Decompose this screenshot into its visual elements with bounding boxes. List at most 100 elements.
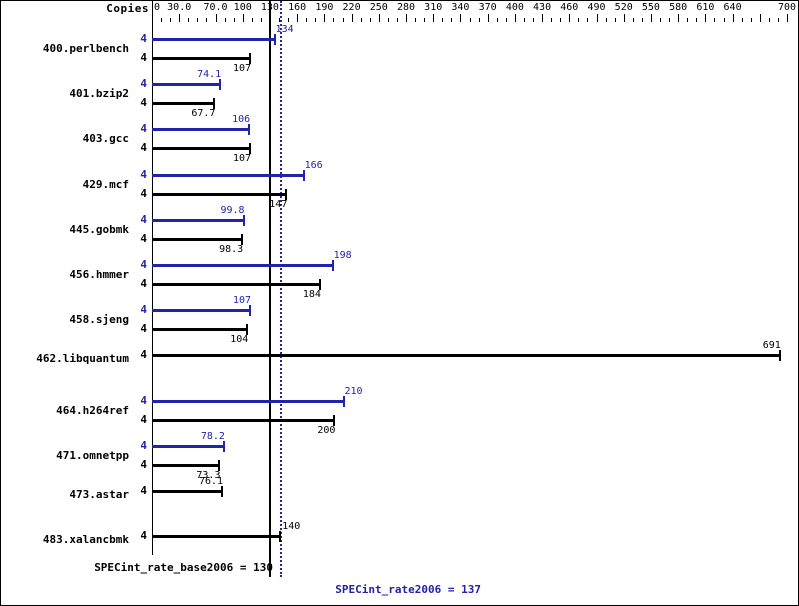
axis-tick-label: 490 bbox=[587, 2, 606, 13]
axis-tick-minor bbox=[578, 18, 580, 22]
axis-tick-label: 700 bbox=[777, 2, 797, 13]
axis-tick-label: 580 bbox=[669, 2, 688, 13]
bar-end-cap-peak bbox=[273, 34, 276, 45]
bar-end-cap-peak bbox=[331, 260, 334, 271]
axis-tick-label: 160 bbox=[288, 2, 307, 13]
bar-end-cap-peak bbox=[249, 305, 252, 317]
bar-end-cap-base bbox=[778, 350, 781, 362]
plot-area: 400.perlbench 4 134 4 107 401.bzip2 4 74.1 4 67.7… bbox=[1, 1, 798, 577]
axis-tick-label: 190 bbox=[315, 2, 334, 13]
benchmark-label: 473.astar bbox=[69, 488, 129, 501]
axis-tick-minor bbox=[696, 18, 698, 22]
axis-tick-major bbox=[406, 14, 407, 22]
bar-end-cap-peak bbox=[219, 79, 222, 91]
bar-end-cap-base bbox=[249, 53, 252, 64]
axis-tick-minor bbox=[469, 18, 471, 22]
axis-tick-label: 610 bbox=[696, 2, 715, 13]
bar-end-cap-base bbox=[241, 233, 244, 245]
axis-tick-minor bbox=[161, 18, 163, 22]
bar-end-cap-base bbox=[246, 324, 249, 336]
bar-value-label-peak: 134 bbox=[275, 24, 294, 35]
plot-origin-line bbox=[152, 23, 153, 555]
bar-base bbox=[152, 147, 250, 151]
axis-tick-minor bbox=[197, 18, 199, 22]
axis-tick-minor bbox=[387, 18, 389, 22]
axis-tick-major bbox=[542, 14, 544, 22]
bar-value-label-base: 147 bbox=[269, 198, 288, 210]
bar-base bbox=[152, 283, 319, 286]
bar-end-cap-peak bbox=[342, 395, 345, 407]
axis-tick-minor bbox=[315, 18, 317, 22]
bar-base bbox=[152, 237, 242, 241]
bar-end-cap-base bbox=[221, 486, 224, 497]
axis-tick-minor bbox=[560, 18, 562, 22]
bar-peak bbox=[152, 444, 223, 448]
axis-tick-minor bbox=[587, 18, 589, 22]
axis-tick-major bbox=[623, 14, 625, 22]
axis-tick-minor bbox=[768, 18, 770, 22]
axis-tick-major bbox=[297, 14, 299, 22]
axis-tick-minor bbox=[451, 18, 453, 22]
axis-tick-minor bbox=[260, 18, 262, 22]
axis-tick-minor bbox=[396, 18, 398, 22]
bar-peak bbox=[152, 128, 249, 132]
axis-tick-major bbox=[433, 14, 435, 22]
bar-base bbox=[152, 57, 250, 60]
copies-value-base: 4 bbox=[140, 348, 147, 362]
copies-value-base: 4 bbox=[140, 412, 147, 426]
axis-tick-minor bbox=[306, 18, 308, 22]
copies-value-peak: 4 bbox=[140, 167, 147, 181]
axis-tick-major bbox=[179, 14, 181, 22]
bar-peak bbox=[152, 218, 243, 222]
axis-tick-minor bbox=[641, 18, 643, 22]
axis-tick-minor bbox=[523, 18, 525, 22]
bar-value-label-peak: 198 bbox=[333, 250, 352, 261]
bar-end-cap-peak bbox=[302, 169, 305, 181]
axis-tick-major bbox=[596, 14, 598, 22]
axis-tick-minor bbox=[714, 18, 716, 22]
bar-peak bbox=[152, 173, 303, 177]
copies-value-base: 4 bbox=[140, 186, 147, 200]
axis-tick-minor bbox=[505, 18, 507, 22]
bar-end-cap-base bbox=[333, 414, 336, 426]
axis-tick-label: 430 bbox=[533, 2, 552, 13]
benchmark-label: 403.gcc bbox=[82, 132, 129, 146]
bar-base bbox=[152, 328, 247, 332]
axis-tick-minor bbox=[741, 18, 743, 22]
axis-tick-label: 520 bbox=[614, 2, 633, 13]
axis-tick-label: 70.0 bbox=[203, 2, 228, 13]
axis-tick-label: 0 bbox=[154, 2, 161, 13]
axis-tick-minor bbox=[251, 18, 253, 22]
benchmark-label: 400.perlbench bbox=[42, 42, 129, 55]
axis-tick-minor bbox=[723, 18, 725, 22]
axis-tick-major bbox=[678, 14, 680, 22]
benchmark-label: 445.gobmk bbox=[69, 222, 129, 236]
axis-tick-minor bbox=[660, 18, 661, 22]
axis-tick-minor bbox=[632, 18, 634, 22]
axis-tick-major bbox=[324, 14, 326, 22]
x-axis: 030.070.01001301601902202502803103403704… bbox=[152, 1, 798, 23]
axis-tick-minor bbox=[777, 18, 779, 22]
bar-value-label-peak: 107 bbox=[233, 295, 252, 307]
bar-peak bbox=[152, 309, 250, 313]
axis-tick-major bbox=[759, 14, 761, 22]
axis-tick-minor bbox=[288, 18, 290, 22]
axis-tick-label: 250 bbox=[369, 2, 388, 13]
axis-tick-minor bbox=[233, 18, 235, 22]
bar-peak bbox=[152, 83, 220, 87]
bar-value-label-base: 140 bbox=[282, 521, 301, 533]
axis-tick-label: 460 bbox=[560, 2, 579, 13]
axis-tick-label: 340 bbox=[451, 2, 470, 13]
axis-tick-label: 550 bbox=[641, 2, 660, 13]
copies-value-base: 4 bbox=[140, 529, 147, 543]
bar-value-label-base: 98.3 bbox=[219, 243, 244, 255]
copies-value-base: 4 bbox=[140, 322, 147, 336]
bar-end-cap-base bbox=[213, 98, 216, 110]
reference-line-peak bbox=[280, 1, 284, 577]
axis-tick-minor bbox=[478, 18, 480, 22]
axis-tick-major bbox=[705, 14, 707, 22]
copies-value-peak: 4 bbox=[140, 32, 147, 45]
axis-tick-label: 100 bbox=[233, 2, 252, 13]
bar-value-label-peak: 166 bbox=[304, 159, 323, 171]
